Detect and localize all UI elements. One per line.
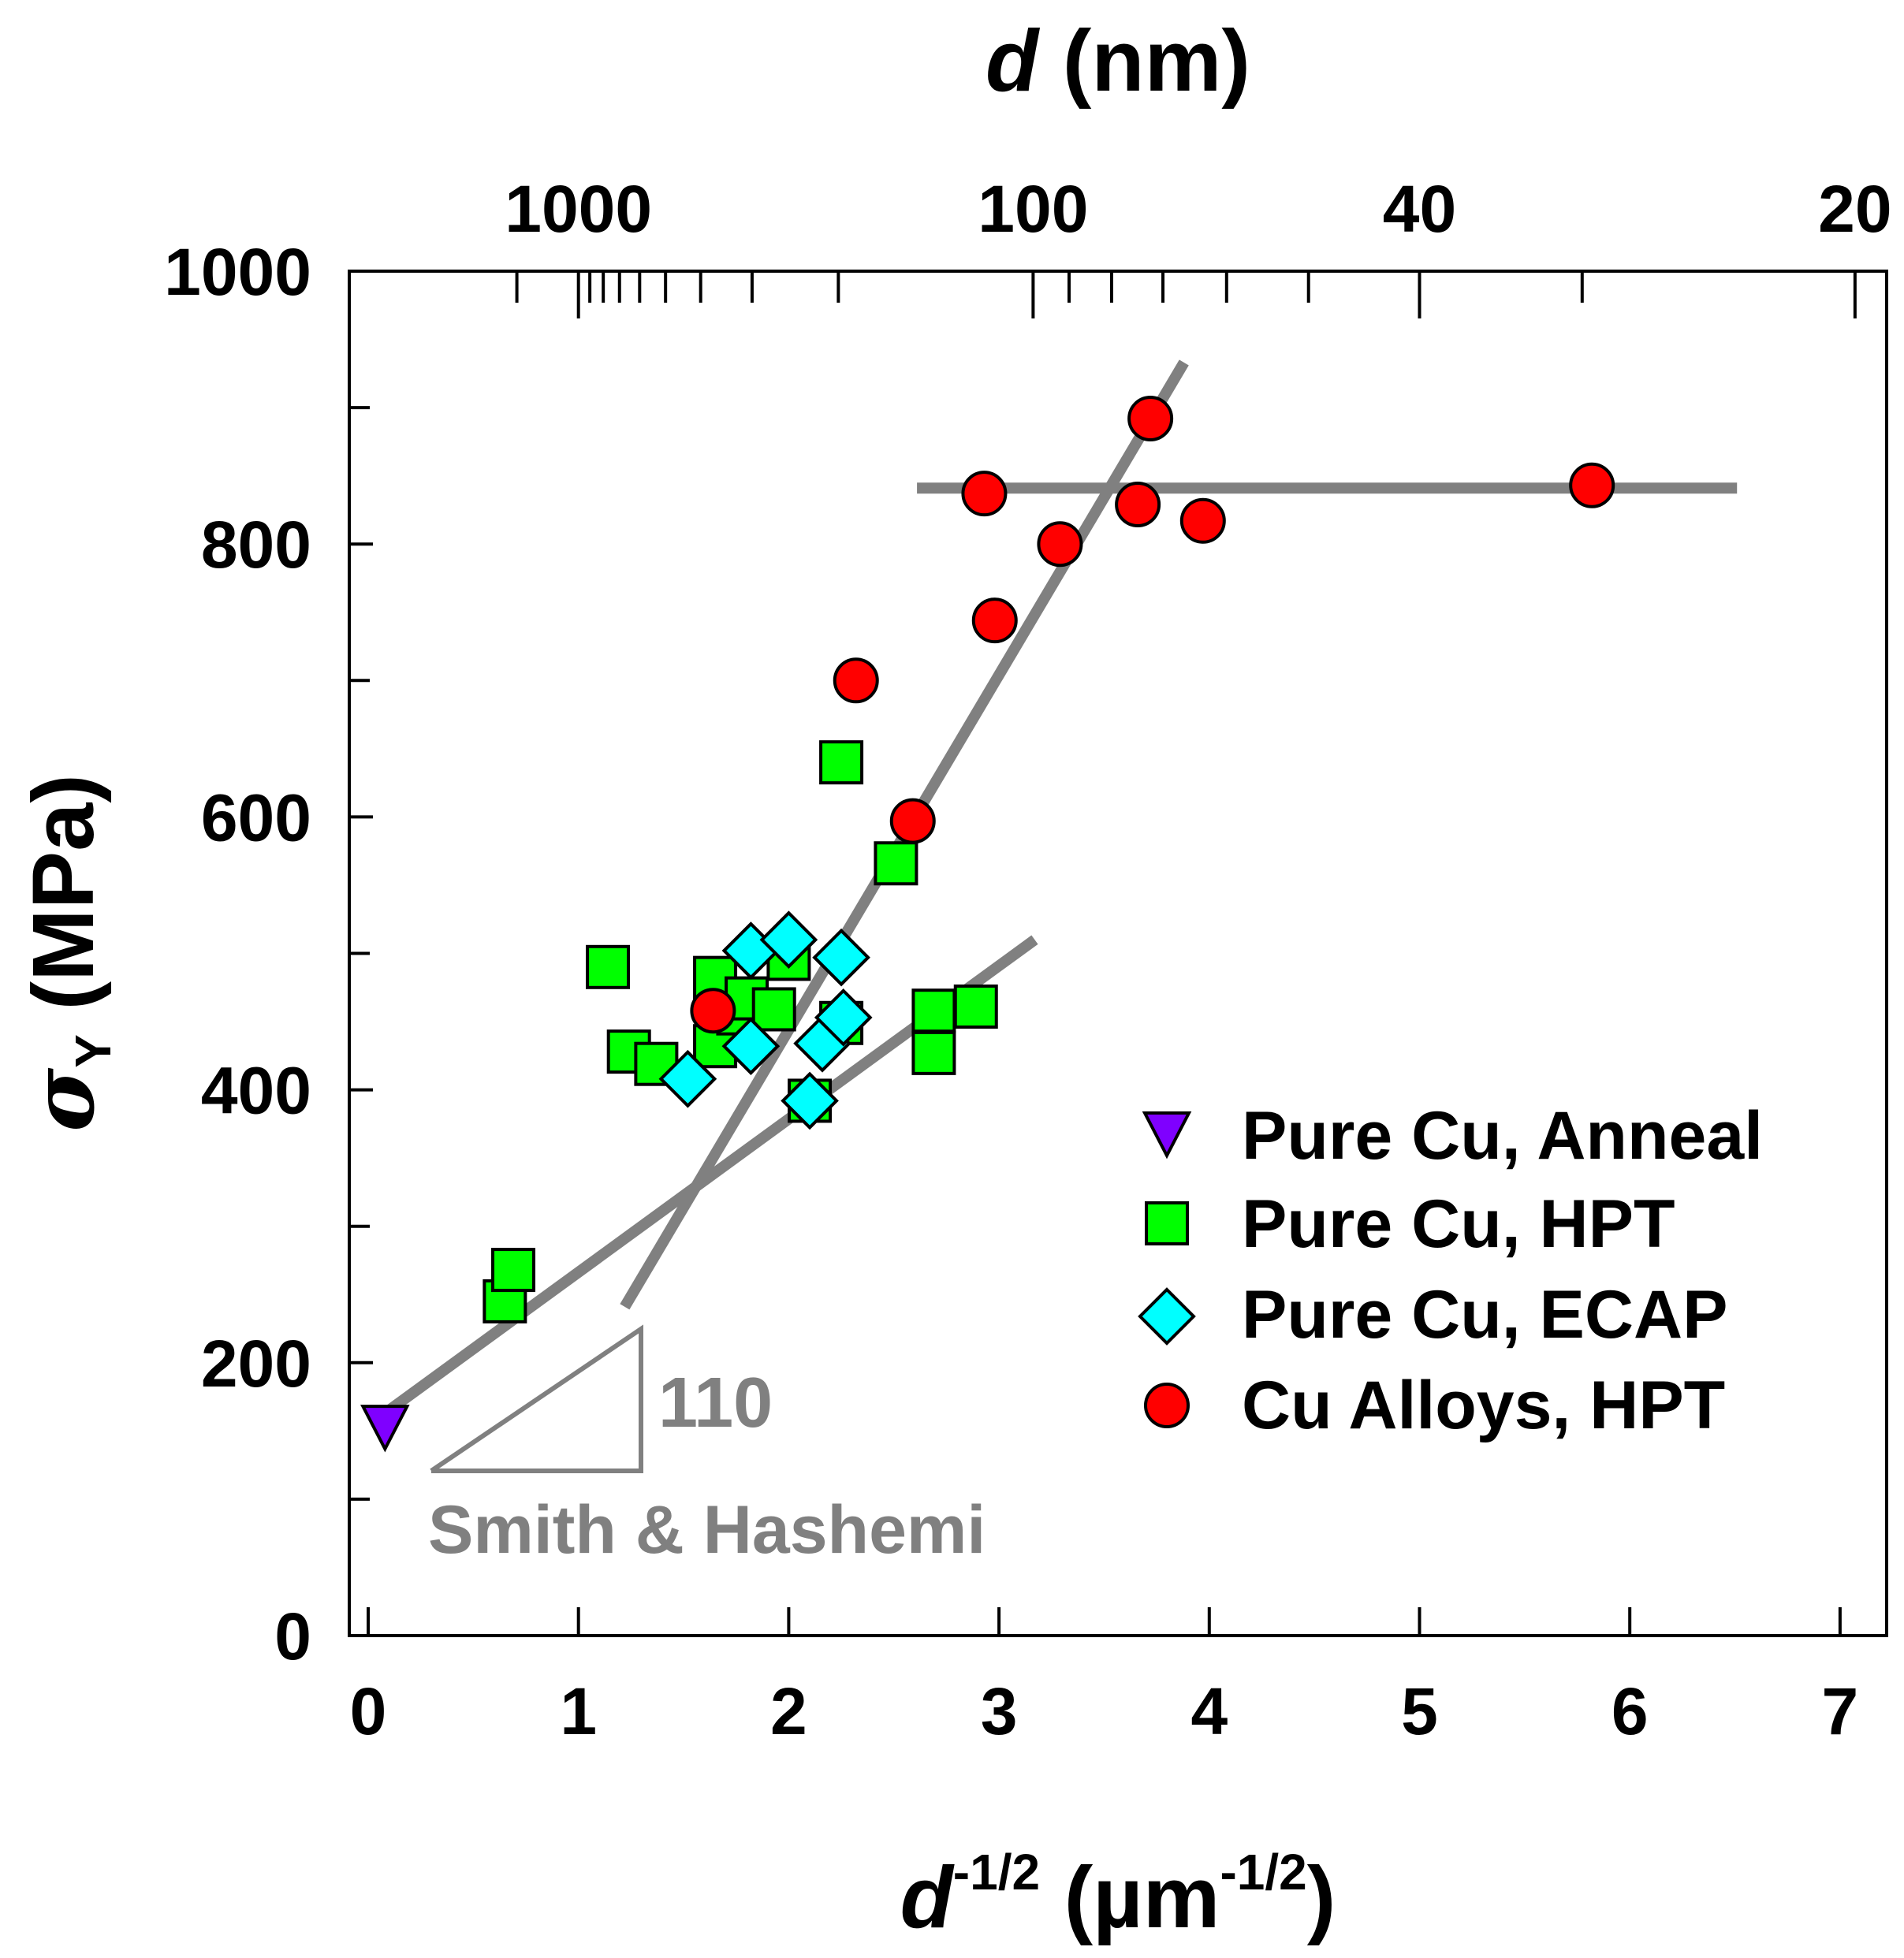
legend-label-anneal: Pure Cu, Anneal [1242, 1098, 1763, 1174]
x-tick-label-5: 5 [1401, 1674, 1438, 1748]
y-tick-label-1000: 1000 [164, 235, 311, 309]
point-circle-2 [833, 657, 879, 704]
legend-label-alloys: Cu Alloys, HPT [1242, 1368, 1725, 1443]
point-circle-7 [1115, 482, 1161, 528]
x-tick-label-3: 3 [981, 1674, 1018, 1748]
point-square-2 [491, 1248, 536, 1293]
top-tick-label-20: 20 [1818, 172, 1891, 246]
slope-value-label: 110 [658, 1364, 773, 1442]
legend-marker-alloys [1144, 1383, 1190, 1428]
point-square-13 [819, 740, 864, 785]
point-circle-9 [1179, 497, 1226, 544]
point-triangle-down-1 [360, 1405, 410, 1453]
legend-label-hpt: Pure Cu, HPT [1242, 1186, 1675, 1262]
top-axis-title: d (nm) [986, 13, 1250, 110]
y-tick-label-200: 200 [201, 1327, 311, 1401]
y-tick-label-400: 400 [201, 1054, 311, 1128]
y-axis-title: σY (MPa) [12, 774, 121, 1132]
point-circle-10 [1569, 462, 1615, 508]
x-tick-label-6: 6 [1612, 1674, 1649, 1748]
point-circle-1 [690, 988, 736, 1034]
legend-marker-ecap [1138, 1287, 1196, 1346]
point-diamond-8 [814, 988, 873, 1047]
point-square-17 [911, 1030, 956, 1075]
x-tick-label-1: 1 [560, 1674, 597, 1748]
x-axis-title: d-1/2 (µm-1/2) [900, 1844, 1336, 1946]
point-diamond-4 [759, 910, 818, 970]
y-tick-label-800: 800 [201, 508, 311, 582]
point-square-16 [911, 988, 956, 1033]
slope-source-label: Smith & Hashemi [428, 1492, 986, 1568]
x-tick-label-0: 0 [350, 1674, 387, 1748]
top-tick-label-1000: 1000 [505, 172, 652, 246]
y-tick-label-0: 0 [274, 1599, 311, 1673]
y-tick-label-600: 600 [201, 780, 311, 854]
top-tick-label-40: 40 [1383, 172, 1456, 246]
axis-ticks: 0 1 2 3 4 5 6 7 0 200 400 600 800 1000 1000 100 40 20 [164, 172, 1891, 1748]
point-circle-4 [961, 471, 1008, 517]
point-diamond-7 [812, 928, 870, 987]
point-square-10 [751, 987, 796, 1032]
point-circle-6 [1037, 521, 1083, 568]
point-diamond-5 [781, 1071, 839, 1130]
x-tick-label-4: 4 [1190, 1674, 1228, 1748]
point-circle-8 [1127, 395, 1174, 441]
legend-label-ecap: Pure Cu, ECAP [1242, 1277, 1727, 1353]
point-square-18 [953, 985, 998, 1029]
legend-marker-hpt [1145, 1201, 1189, 1245]
point-square-15 [874, 841, 918, 886]
slope-triangle: 110 Smith & Hashemi [428, 1324, 986, 1568]
x-tick-label-2: 2 [770, 1674, 807, 1748]
legend: Pure Cu, Anneal Pure Cu, HPT Pure Cu, EC… [1138, 1098, 1763, 1443]
point-circle-5 [971, 597, 1018, 644]
point-diamond-1 [658, 1049, 717, 1108]
point-diamond-3 [721, 1017, 781, 1076]
point-circle-3 [889, 798, 936, 844]
point-square-3 [586, 944, 631, 989]
x-tick-label-7: 7 [1822, 1674, 1859, 1748]
data-points [360, 395, 1615, 1453]
top-tick-label-100: 100 [978, 172, 1088, 246]
legend-marker-anneal [1142, 1111, 1192, 1160]
